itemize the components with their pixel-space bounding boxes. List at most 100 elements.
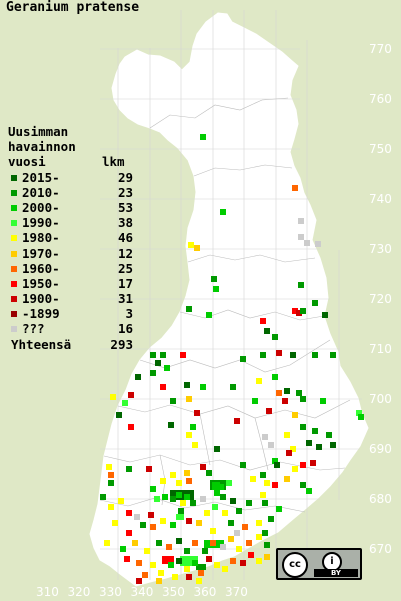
species-title: Geranium pratense bbox=[6, 0, 140, 15]
legend-row-count: 29 bbox=[117, 169, 133, 185]
observation-square bbox=[100, 494, 106, 500]
observation-square bbox=[150, 562, 156, 568]
observation-square bbox=[186, 306, 192, 312]
observation-square bbox=[168, 422, 174, 428]
observation-square bbox=[210, 540, 216, 546]
observation-square bbox=[222, 566, 228, 572]
map-grid bbox=[100, 10, 362, 580]
observation-square bbox=[220, 544, 226, 550]
observation-square bbox=[184, 470, 190, 476]
observation-square bbox=[264, 480, 270, 486]
observation-square bbox=[184, 494, 190, 500]
observation-square bbox=[316, 444, 322, 450]
x-tick-label: 370 bbox=[225, 585, 248, 599]
observation-square bbox=[240, 462, 246, 468]
observation-square bbox=[150, 352, 156, 358]
observation-square bbox=[140, 522, 146, 528]
observation-square bbox=[170, 522, 176, 528]
legend-rows: 2015- 29 2010- 23 2000- 53 1990- 38 1980- 46 1970-… bbox=[8, 170, 133, 337]
legend-row: 1970- 12 bbox=[8, 246, 133, 261]
observation-square bbox=[136, 578, 142, 584]
observation-square bbox=[172, 574, 178, 580]
legend-row-label: 1960- bbox=[22, 260, 60, 276]
observation-square bbox=[116, 412, 122, 418]
y-tick-label: 730 bbox=[369, 242, 392, 256]
observation-square bbox=[200, 496, 206, 502]
observation-square bbox=[306, 440, 312, 446]
observation-square bbox=[262, 500, 268, 506]
observation-square bbox=[196, 578, 202, 584]
observation-square bbox=[160, 478, 166, 484]
legend-row: 1990- 38 bbox=[8, 215, 133, 230]
observation-square bbox=[268, 442, 274, 448]
observation-square bbox=[126, 466, 132, 472]
observation-square bbox=[150, 370, 156, 376]
legend-swatch bbox=[11, 220, 17, 227]
observation-square bbox=[256, 558, 262, 564]
observation-square bbox=[176, 492, 182, 498]
observation-square bbox=[160, 384, 166, 390]
legend-swatch bbox=[11, 235, 17, 242]
legend-row-count: 38 bbox=[117, 215, 133, 231]
observation-square bbox=[312, 300, 318, 306]
x-tick-label: 310 bbox=[36, 585, 59, 599]
observation-square bbox=[184, 548, 190, 554]
observation-square bbox=[290, 352, 296, 358]
observation-square bbox=[220, 209, 226, 215]
observation-square bbox=[286, 450, 292, 456]
observation-square bbox=[126, 530, 132, 536]
y-tick-label: 740 bbox=[369, 192, 392, 206]
observation-square bbox=[298, 234, 304, 240]
observation-square bbox=[282, 398, 288, 404]
legend-row: -1899 3 bbox=[8, 306, 133, 321]
observation-square bbox=[106, 464, 112, 470]
legend-row-count: 3 bbox=[125, 306, 133, 322]
y-tick-label: 710 bbox=[369, 342, 392, 356]
observation-square bbox=[112, 520, 118, 526]
legend-row-count: 17 bbox=[117, 275, 133, 291]
observation-square bbox=[146, 466, 152, 472]
observation-dots bbox=[100, 134, 364, 584]
observation-square bbox=[226, 480, 232, 486]
observation-square bbox=[104, 540, 110, 546]
observation-square bbox=[154, 496, 160, 502]
y-tick-label: 750 bbox=[369, 142, 392, 156]
observation-square bbox=[290, 446, 296, 452]
observation-square bbox=[292, 185, 298, 191]
legend-heading-1: Uusimman bbox=[8, 124, 69, 139]
observation-square bbox=[204, 510, 210, 516]
observation-square bbox=[312, 428, 318, 434]
observation-square bbox=[256, 378, 262, 384]
legend-swatch bbox=[11, 326, 17, 333]
observation-square bbox=[134, 514, 140, 520]
cc-by-license-badge[interactable]: cc i BY bbox=[276, 548, 362, 580]
observation-square bbox=[264, 542, 270, 548]
observation-square bbox=[230, 558, 236, 564]
observation-square bbox=[272, 374, 278, 380]
observation-square bbox=[170, 472, 176, 478]
observation-square bbox=[304, 240, 310, 246]
observation-square bbox=[128, 424, 134, 430]
observation-square bbox=[284, 432, 290, 438]
observation-square bbox=[213, 286, 219, 292]
observation-square bbox=[120, 546, 126, 552]
observation-square bbox=[248, 552, 254, 558]
legend-row: 1980- 46 bbox=[8, 230, 133, 245]
x-tick-label: 320 bbox=[67, 585, 91, 599]
observation-square bbox=[330, 352, 336, 358]
observation-square bbox=[200, 384, 206, 390]
observation-square bbox=[164, 365, 170, 371]
observation-square bbox=[252, 398, 258, 404]
observation-square bbox=[144, 548, 150, 554]
observation-square bbox=[162, 494, 168, 500]
observation-square bbox=[170, 398, 176, 404]
legend-total-label: Yhteensä bbox=[11, 336, 72, 352]
observation-square bbox=[192, 442, 198, 448]
observation-square bbox=[300, 396, 306, 402]
y-tick-label: 760 bbox=[369, 92, 392, 106]
legend-col-count: lkm bbox=[102, 154, 125, 170]
legend-row-label: ??? bbox=[22, 321, 45, 337]
observation-square bbox=[268, 516, 274, 522]
cc-icon: cc bbox=[282, 552, 308, 578]
legend-row-label: 1950- bbox=[22, 275, 60, 291]
